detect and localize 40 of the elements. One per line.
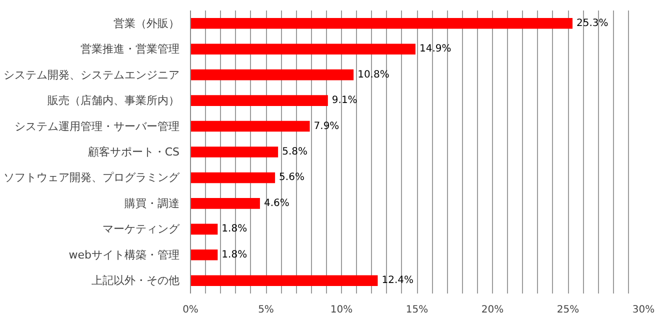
data-label: 4.6% [264,198,290,209]
x-tick-label: 30% [632,304,655,316]
data-label: 10.8% [358,69,390,80]
y-tick-label: システム運用管理・サーバー管理 [14,120,180,133]
x-tick-label: 20% [481,304,504,316]
data-label: 14.9% [419,44,452,55]
y-tick-label: 販売（店舗内、事業所内） [48,94,180,108]
y-tick-label: 上記以外・その他 [92,274,180,288]
bar [190,198,260,209]
bar [190,224,218,235]
bar [190,95,328,106]
y-tick-label: 営業推進・営業管理 [80,42,180,56]
x-tick-label: 10% [330,304,353,316]
data-label: 5.6% [279,172,304,184]
x-tick-label: 5% [258,304,274,316]
y-tick-label: 購買・調達 [124,196,180,210]
x-tick-label: 25% [556,304,580,316]
bar [190,120,310,132]
data-label: 7.9% [314,120,340,132]
data-label: 1.8% [222,249,248,260]
bar [190,18,573,29]
data-label: 5.8% [282,146,308,158]
bar [190,44,416,54]
data-label: 1.8% [222,224,248,235]
x-tick-label: 15% [406,304,428,316]
bar [190,172,276,184]
y-tick-label: 顧客サポート・CS [88,146,180,158]
bar [190,250,218,260]
data-label: 9.1% [332,95,358,106]
y-tick-label: システム開発、システムエンジニア [4,68,180,82]
y-tick-label: 営業（外販） [114,16,180,30]
bar [190,69,354,80]
y-tick-label: ソフトウェア開発、プログラミング [4,171,180,184]
y-tick-label: マーケティング [102,222,180,236]
bar [190,275,378,286]
y-tick-label: webサイト構築・管理 [68,248,180,262]
data-label: 25.3% [576,18,608,29]
x-tick-label: 0% [182,304,198,316]
data-label: 12.4% [382,275,414,286]
bar [190,146,278,158]
